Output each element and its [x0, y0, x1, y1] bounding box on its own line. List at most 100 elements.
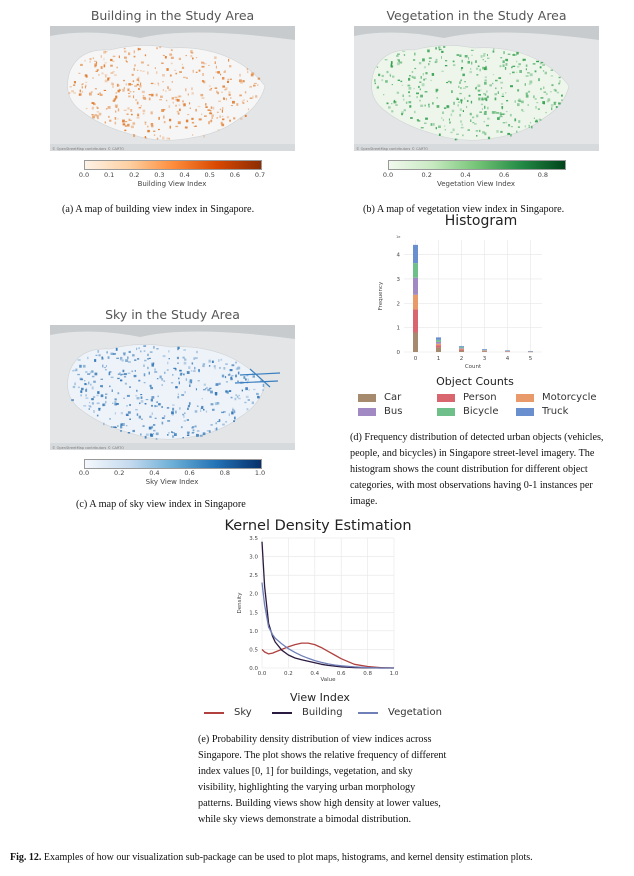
map-cell: [460, 87, 462, 90]
map-cell: [218, 382, 221, 385]
map-building[interactable]: © OpenStreetMap contributors © CARTO: [50, 26, 295, 151]
map-cell: [103, 57, 105, 61]
map-cell: [219, 108, 222, 111]
map-cell: [143, 96, 146, 99]
map-vegetation[interactable]: © OpenStreetMap contributors © CARTO: [354, 26, 599, 151]
map-cell: [558, 76, 561, 79]
map-cell: [123, 109, 127, 111]
map-cell: [133, 50, 135, 54]
map-cell: [191, 92, 194, 95]
map-cell: [108, 371, 112, 373]
map-cell: [134, 359, 137, 361]
map-cell: [472, 122, 475, 124]
map-cell: [92, 57, 95, 60]
map-cell: [413, 87, 415, 90]
map-cell: [140, 396, 143, 399]
map-cell: [161, 421, 164, 425]
map-cell: [214, 368, 216, 370]
map-cell: [143, 350, 146, 352]
map-cell: [136, 397, 140, 400]
map-cell: [161, 109, 165, 112]
map-cell: [81, 84, 83, 86]
map-cell: [143, 364, 145, 367]
map-cell: [210, 403, 214, 406]
x-tick-label: 0.4: [310, 671, 319, 677]
map-cell: [125, 83, 128, 86]
map-cell: [416, 96, 418, 99]
map-cell: [127, 356, 129, 360]
map-cell: [553, 102, 555, 105]
map-cell: [107, 106, 111, 109]
map-cell: [105, 393, 108, 395]
map-cell: [385, 80, 388, 83]
bar-segment: [436, 345, 441, 348]
map-cell: [167, 361, 169, 365]
map-cell: [90, 91, 93, 93]
map-cell: [458, 85, 460, 88]
map-cell: [179, 407, 181, 410]
x-axis-label: Value: [320, 677, 336, 683]
map-cell: [483, 112, 487, 115]
map-cell: [212, 408, 215, 411]
map-cell: [136, 347, 138, 351]
map-cell: [211, 117, 213, 119]
map-cell: [510, 126, 513, 128]
map-cell: [118, 88, 121, 91]
map-cell: [554, 90, 557, 92]
map-cell: [143, 97, 147, 100]
map-cell: [210, 390, 213, 394]
map-cell: [173, 367, 176, 369]
map-cell: [486, 90, 488, 93]
map-cell: [220, 73, 222, 76]
map-cell: [533, 117, 535, 119]
map-cell: [149, 433, 152, 437]
map-cell: [151, 404, 153, 407]
map-cell: [521, 109, 524, 111]
map-cell: [153, 346, 155, 349]
map-cell: [135, 409, 138, 411]
map-cell: [102, 404, 104, 406]
map-sky[interactable]: © OpenStreetMap contributors © CARTO: [50, 325, 295, 450]
map-cell: [110, 72, 114, 74]
map-cell: [194, 410, 198, 413]
map-cell: [190, 382, 193, 384]
map-cell: [140, 433, 142, 436]
map-cell: [89, 92, 92, 96]
map-cell: [407, 84, 411, 87]
map-cell: [157, 82, 159, 85]
map-cell: [123, 376, 127, 378]
map-cell: [165, 90, 167, 93]
map-cell: [550, 104, 554, 107]
map-cell: [128, 118, 131, 121]
map-cell: [451, 90, 453, 93]
map-cell: [411, 71, 414, 73]
map-cell: [441, 56, 442, 59]
map-cell: [129, 91, 132, 93]
map-cell: [101, 356, 103, 358]
map-cell: [181, 63, 183, 66]
map-cell: [155, 71, 158, 74]
map-cell: [496, 130, 499, 133]
map-cell: [452, 128, 455, 132]
map-cell: [223, 71, 225, 73]
map-cell: [164, 371, 166, 374]
map-cell: [502, 60, 505, 64]
colorbar-ticks-sky: 0.0 0.2 0.4 0.6 0.8 1.0: [78, 469, 266, 477]
map-cell: [156, 378, 159, 380]
map-cell: [243, 376, 246, 379]
map-cell: [558, 82, 561, 85]
map-cell: [500, 81, 504, 84]
map-cell: [114, 398, 117, 401]
map-cell: [159, 375, 162, 379]
map-cell: [482, 59, 484, 61]
map-cell: [229, 119, 231, 122]
map-cell: [127, 361, 131, 363]
map-cell: [430, 123, 433, 126]
caption-e: (e) Probability density distribution of …: [198, 734, 447, 825]
map-cell: [155, 93, 158, 97]
map-cell: [95, 70, 98, 72]
map-cell: [91, 370, 94, 373]
map-cell: [504, 67, 507, 70]
map-cell: [503, 51, 505, 55]
map-cell: [402, 50, 406, 52]
